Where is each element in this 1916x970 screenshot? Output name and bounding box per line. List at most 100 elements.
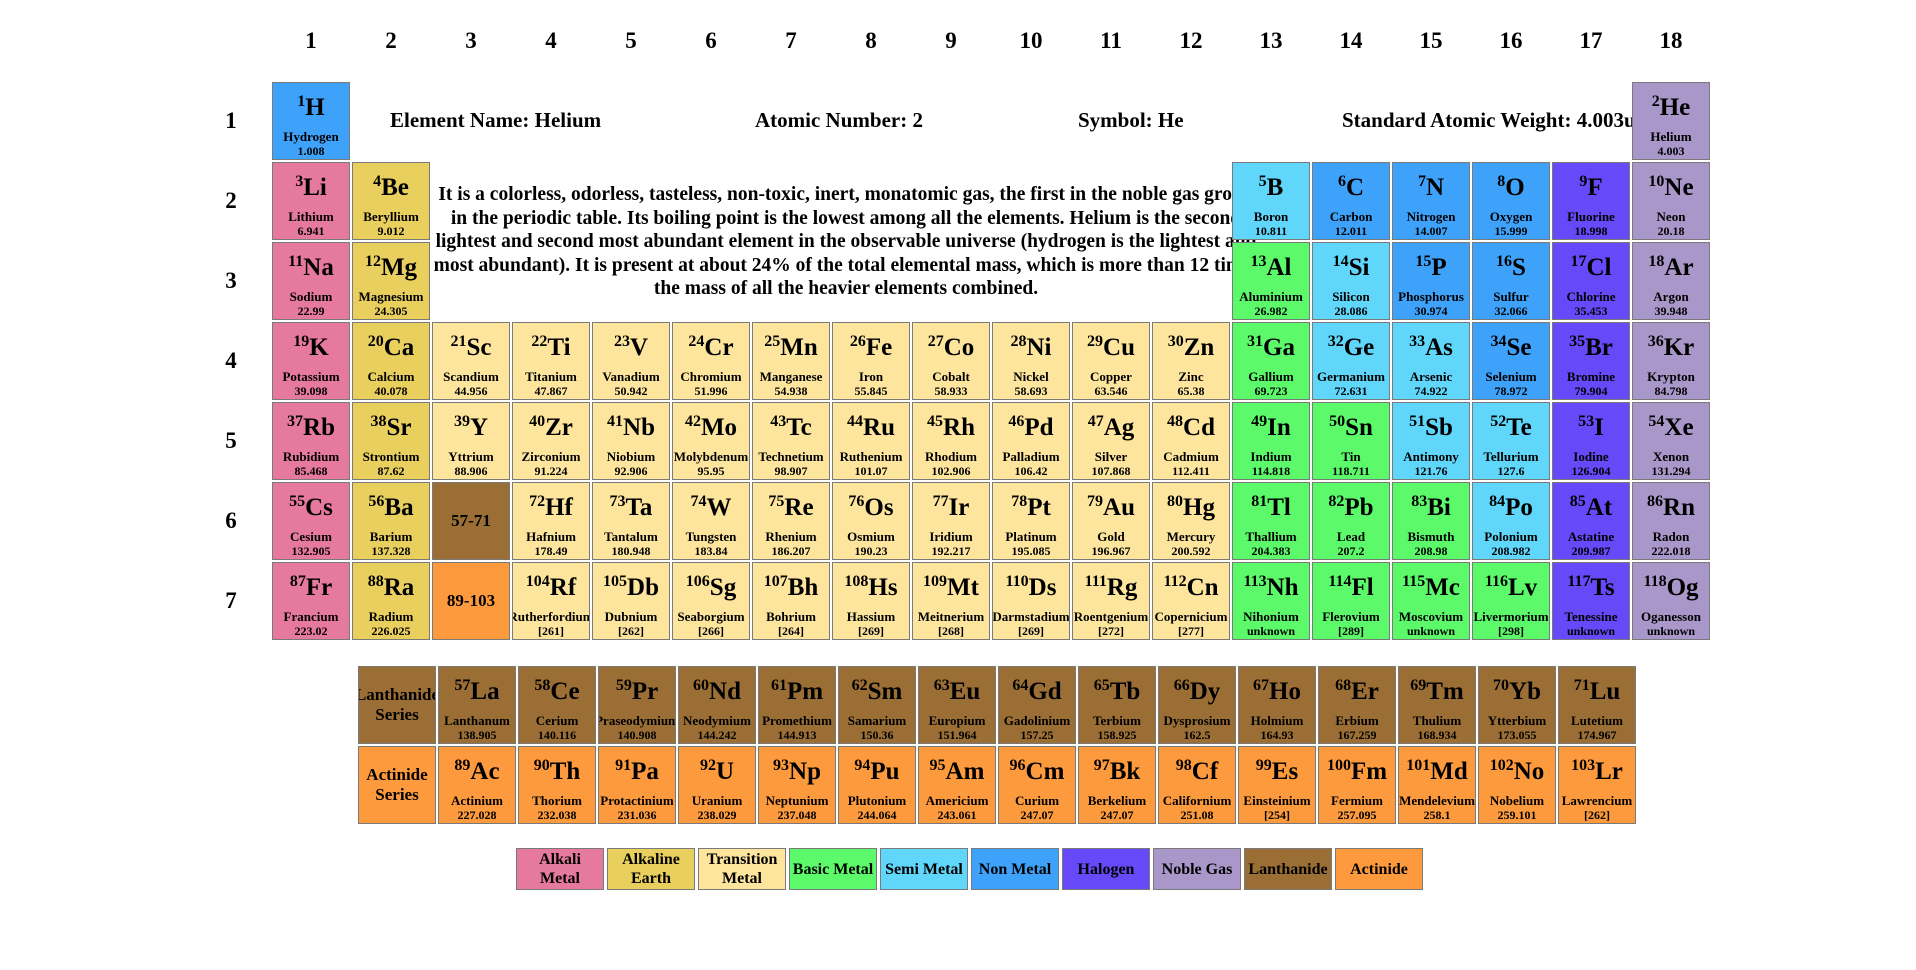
element-ta[interactable]: 73Ta Tantalum 180.948 bbox=[592, 482, 670, 560]
element-rn[interactable]: 86Rn Radon 222.018 bbox=[1632, 482, 1710, 560]
element-pb[interactable]: 82Pb Lead 207.2 bbox=[1312, 482, 1390, 560]
legend-actinide[interactable]: Actinide bbox=[1335, 848, 1423, 890]
element-zn[interactable]: 30Zn Zinc 65.38 bbox=[1152, 322, 1230, 400]
element-ho[interactable]: 67Ho Holmium 164.93 bbox=[1238, 666, 1316, 744]
element-pm[interactable]: 61Pm Promethium 144.913 bbox=[758, 666, 836, 744]
element-ba[interactable]: 56Ba Barium 137.328 bbox=[352, 482, 430, 560]
element-tm[interactable]: 69Tm Thulium 168.934 bbox=[1398, 666, 1476, 744]
element-pu[interactable]: 94Pu Plutonium 244.064 bbox=[838, 746, 916, 824]
element-al[interactable]: 13Al Aluminium 26.982 bbox=[1232, 242, 1310, 320]
element-eu[interactable]: 63Eu Europium 151.964 bbox=[918, 666, 996, 744]
element-sr[interactable]: 38Sr Strontium 87.62 bbox=[352, 402, 430, 480]
element-ra[interactable]: 88Ra Radium 226.025 bbox=[352, 562, 430, 640]
element-og[interactable]: 118Og Oganesson unknown bbox=[1632, 562, 1710, 640]
element-re[interactable]: 75Re Rhenium 186.207 bbox=[752, 482, 830, 560]
element-he[interactable]: 2He Helium 4.003 bbox=[1632, 82, 1710, 160]
element-rg[interactable]: 111Rg Roentgenium [272] bbox=[1072, 562, 1150, 640]
element-w[interactable]: 74W Tungsten 183.84 bbox=[672, 482, 750, 560]
element-sg[interactable]: 106Sg Seaborgium [266] bbox=[672, 562, 750, 640]
element-ne[interactable]: 10Ne Neon 20.18 bbox=[1632, 162, 1710, 240]
element-as[interactable]: 33As Arsenic 74.922 bbox=[1392, 322, 1470, 400]
element-fm[interactable]: 100Fm Fermium 257.095 bbox=[1318, 746, 1396, 824]
element-os[interactable]: 76Os Osmium 190.23 bbox=[832, 482, 910, 560]
element-po[interactable]: 84Po Polonium 208.982 bbox=[1472, 482, 1550, 560]
element-kr[interactable]: 36Kr Krypton 84.798 bbox=[1632, 322, 1710, 400]
element-cm[interactable]: 96Cm Curium 247.07 bbox=[998, 746, 1076, 824]
legend-semi[interactable]: Semi Metal bbox=[880, 848, 968, 890]
element-cd[interactable]: 48Cd Cadmium 112.411 bbox=[1152, 402, 1230, 480]
element-li[interactable]: 3Li Lithium 6.941 bbox=[272, 162, 350, 240]
element-bi[interactable]: 83Bi Bismuth 208.98 bbox=[1392, 482, 1470, 560]
element-lr[interactable]: 103Lr Lawrencium [262] bbox=[1558, 746, 1636, 824]
element-zr[interactable]: 40Zr Zirconium 91.224 bbox=[512, 402, 590, 480]
element-au[interactable]: 79Au Gold 196.967 bbox=[1072, 482, 1150, 560]
element-u[interactable]: 92U Uranium 238.029 bbox=[678, 746, 756, 824]
element-bh[interactable]: 107Bh Bohrium [264] bbox=[752, 562, 830, 640]
element-sn[interactable]: 50Sn Tin 118.711 bbox=[1312, 402, 1390, 480]
element-ce[interactable]: 58Ce Cerium 140.116 bbox=[518, 666, 596, 744]
element-co[interactable]: 27Co Cobalt 58.933 bbox=[912, 322, 990, 400]
element-hg[interactable]: 80Hg Mercury 200.592 bbox=[1152, 482, 1230, 560]
series-placeholder-actinide[interactable]: 89-103 bbox=[432, 562, 510, 640]
element-gd[interactable]: 64Gd Gadolinium 157.25 bbox=[998, 666, 1076, 744]
element-na[interactable]: 11Na Sodium 22.99 bbox=[272, 242, 350, 320]
element-ac[interactable]: 89Ac Actinium 227.028 bbox=[438, 746, 516, 824]
element-md[interactable]: 101Md Mendelevium 258.1 bbox=[1398, 746, 1476, 824]
element-ag[interactable]: 47Ag Silver 107.868 bbox=[1072, 402, 1150, 480]
element-i[interactable]: 53I Iodine 126.904 bbox=[1552, 402, 1630, 480]
element-fr[interactable]: 87Fr Francium 223.02 bbox=[272, 562, 350, 640]
element-se[interactable]: 34Se Selenium 78.972 bbox=[1472, 322, 1550, 400]
element-mg[interactable]: 12Mg Magnesium 24.305 bbox=[352, 242, 430, 320]
element-yb[interactable]: 70Yb Ytterbium 173.055 bbox=[1478, 666, 1556, 744]
element-nh[interactable]: 113Nh Nihonium unknown bbox=[1232, 562, 1310, 640]
element-ge[interactable]: 32Ge Germanium 72.631 bbox=[1312, 322, 1390, 400]
legend-noble[interactable]: Noble Gas bbox=[1153, 848, 1241, 890]
element-sc[interactable]: 21Sc Scandium 44.956 bbox=[432, 322, 510, 400]
element-c[interactable]: 6C Carbon 12.011 bbox=[1312, 162, 1390, 240]
element-la[interactable]: 57La Lanthanum 138.905 bbox=[438, 666, 516, 744]
element-ar[interactable]: 18Ar Argon 39.948 bbox=[1632, 242, 1710, 320]
element-pa[interactable]: 91Pa Protactinium 231.036 bbox=[598, 746, 676, 824]
element-ir[interactable]: 77Ir Iridium 192.217 bbox=[912, 482, 990, 560]
element-rf[interactable]: 104Rf Rutherfordium [261] bbox=[512, 562, 590, 640]
legend-alkaline[interactable]: Alkaline Earth bbox=[607, 848, 695, 890]
element-cr[interactable]: 24Cr Chromium 51.996 bbox=[672, 322, 750, 400]
element-s[interactable]: 16S Sulfur 32.066 bbox=[1472, 242, 1550, 320]
element-th[interactable]: 90Th Thorium 232.038 bbox=[518, 746, 596, 824]
element-cs[interactable]: 55Cs Cesium 132.905 bbox=[272, 482, 350, 560]
element-nb[interactable]: 41Nb Niobium 92.906 bbox=[592, 402, 670, 480]
element-ni[interactable]: 28Ni Nickel 58.693 bbox=[992, 322, 1070, 400]
element-ca[interactable]: 20Ca Calcium 40.078 bbox=[352, 322, 430, 400]
element-y[interactable]: 39Y Yttrium 88.906 bbox=[432, 402, 510, 480]
element-si[interactable]: 14Si Silicon 28.086 bbox=[1312, 242, 1390, 320]
series-placeholder-lanthanide[interactable]: 57-71 bbox=[432, 482, 510, 560]
element-cf[interactable]: 98Cf Californium 251.08 bbox=[1158, 746, 1236, 824]
element-ts[interactable]: 117Ts Tenessine unknown bbox=[1552, 562, 1630, 640]
element-b[interactable]: 5B Boron 10.811 bbox=[1232, 162, 1310, 240]
element-p[interactable]: 15P Phosphorus 30.974 bbox=[1392, 242, 1470, 320]
element-nd[interactable]: 60Nd Neodymium 144.242 bbox=[678, 666, 756, 744]
element-pr[interactable]: 59Pr Praseodymium 140.908 bbox=[598, 666, 676, 744]
element-tc[interactable]: 43Tc Technetium 98.907 bbox=[752, 402, 830, 480]
element-ga[interactable]: 31Ga Gallium 69.723 bbox=[1232, 322, 1310, 400]
element-np[interactable]: 93Np Neptunium 237.048 bbox=[758, 746, 836, 824]
element-hf[interactable]: 72Hf Hafnium 178.49 bbox=[512, 482, 590, 560]
legend-transition[interactable]: Transition Metal bbox=[698, 848, 786, 890]
element-rb[interactable]: 37Rb Rubidium 85.468 bbox=[272, 402, 350, 480]
element-fe[interactable]: 26Fe Iron 55.845 bbox=[832, 322, 910, 400]
element-lv[interactable]: 116Lv Livermorium [298] bbox=[1472, 562, 1550, 640]
element-v[interactable]: 23V Vanadium 50.942 bbox=[592, 322, 670, 400]
element-br[interactable]: 35Br Bromine 79.904 bbox=[1552, 322, 1630, 400]
element-cn[interactable]: 112Cn Copernicium [277] bbox=[1152, 562, 1230, 640]
element-mn[interactable]: 25Mn Manganese 54.938 bbox=[752, 322, 830, 400]
element-tl[interactable]: 81Tl Thallium 204.383 bbox=[1232, 482, 1310, 560]
element-sm[interactable]: 62Sm Samarium 150.36 bbox=[838, 666, 916, 744]
element-cu[interactable]: 29Cu Copper 63.546 bbox=[1072, 322, 1150, 400]
element-ds[interactable]: 110Ds Darmstadium [269] bbox=[992, 562, 1070, 640]
element-ti[interactable]: 22Ti Titanium 47.867 bbox=[512, 322, 590, 400]
element-o[interactable]: 8O Oxygen 15.999 bbox=[1472, 162, 1550, 240]
element-be[interactable]: 4Be Beryllium 9.012 bbox=[352, 162, 430, 240]
element-pd[interactable]: 46Pd Palladium 106.42 bbox=[992, 402, 1070, 480]
element-no[interactable]: 102No Nobelium 259.101 bbox=[1478, 746, 1556, 824]
element-mo[interactable]: 42Mo Molybdenum 95.95 bbox=[672, 402, 750, 480]
